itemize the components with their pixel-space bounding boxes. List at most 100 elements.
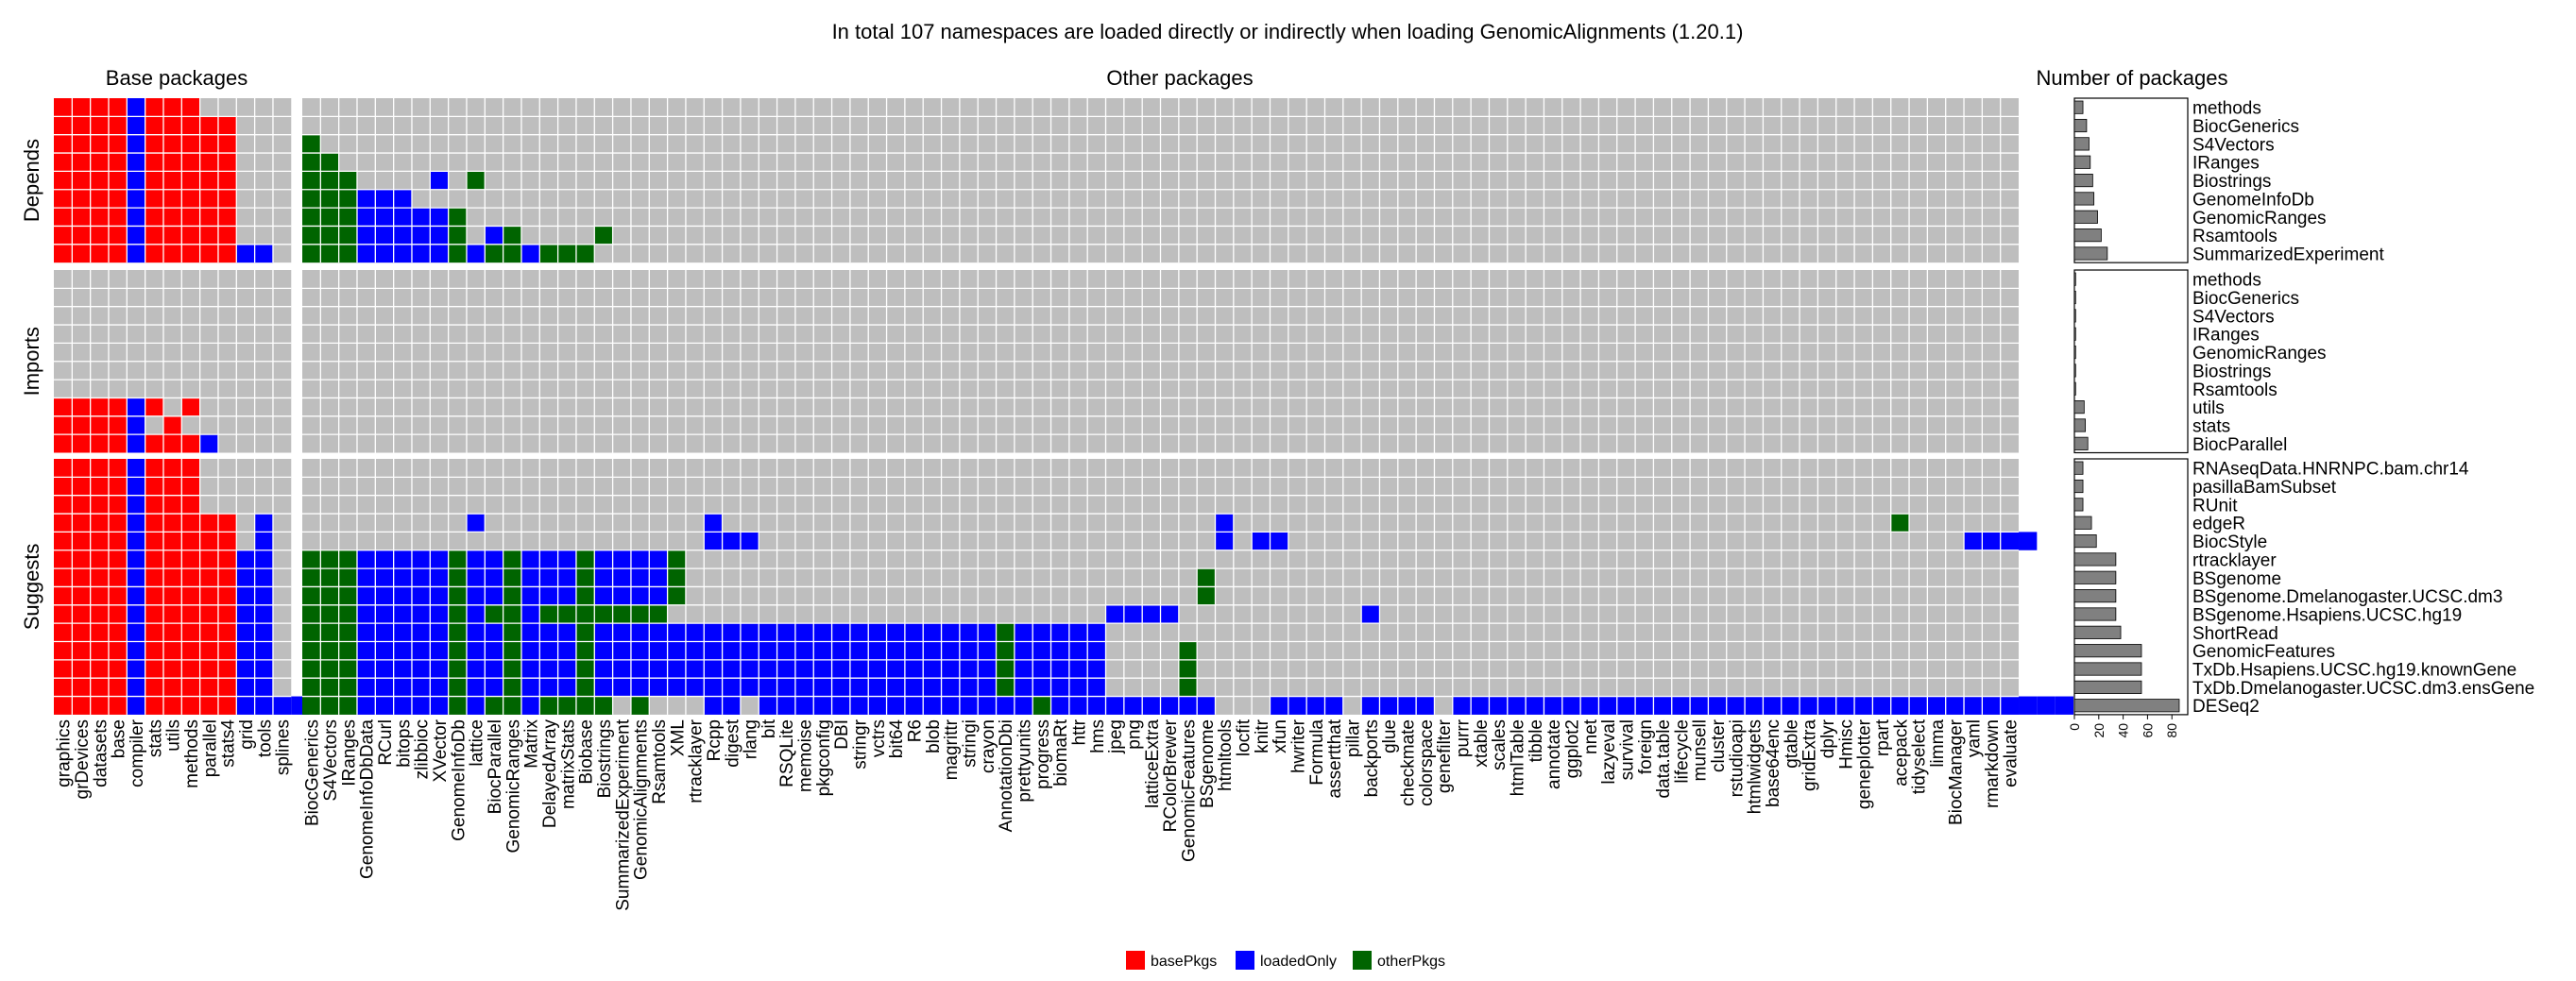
heatmap-cell <box>90 477 109 496</box>
heatmap-cell <box>996 696 1015 715</box>
heatmap-cell <box>978 696 997 715</box>
heatmap-cell <box>145 568 163 587</box>
count-bar <box>2073 100 2084 114</box>
heatmap-cell <box>217 189 237 209</box>
column-label: bitops <box>394 719 414 768</box>
heatmap-cell <box>254 514 273 533</box>
heatmap-cell <box>1361 696 1380 715</box>
heatmap-cell <box>54 397 73 416</box>
heatmap-cell <box>162 244 182 263</box>
heatmap-cell <box>181 171 200 190</box>
heatmap-cell <box>594 550 613 569</box>
heatmap-cell <box>1763 696 1782 715</box>
column-label: R6 <box>906 719 926 742</box>
heatmap-cell <box>254 659 273 679</box>
heatmap-cell <box>594 623 613 642</box>
column-label: stats <box>145 719 165 757</box>
column-label: blob <box>924 719 944 753</box>
heatmap-cell <box>127 208 145 227</box>
heatmap-cell <box>667 623 686 642</box>
legend-label: otherPkgs <box>1377 954 1445 970</box>
heatmap-cell <box>145 514 163 533</box>
heatmap-cell <box>430 623 449 642</box>
column-label: xfun <box>1271 719 1290 753</box>
heatmap-cell <box>667 568 686 587</box>
heatmap-cell <box>90 459 109 478</box>
heatmap-cell <box>181 153 200 172</box>
heatmap-cell <box>503 678 521 697</box>
heatmap-cell <box>923 641 942 660</box>
column-label: parallel <box>200 719 220 777</box>
column-label: nnet <box>1581 719 1601 754</box>
heatmap-cell <box>181 98 200 117</box>
heatmap-cell <box>649 659 668 679</box>
heatmap-cell <box>594 678 613 697</box>
heatmap-cell <box>704 696 723 715</box>
heatmap-cell <box>2055 696 2074 715</box>
heatmap-cell <box>108 116 128 135</box>
heatmap-cell <box>466 623 486 642</box>
heatmap-cell <box>217 678 237 697</box>
heatmap-cell <box>217 641 237 660</box>
heatmap-cell <box>575 586 595 605</box>
heatmap-cell <box>199 116 218 135</box>
heatmap-cell <box>236 641 255 660</box>
heatmap-cell <box>181 678 200 697</box>
heatmap-cell <box>108 397 128 416</box>
heatmap-cell <box>503 641 521 660</box>
column-label: pkgconfig <box>814 719 834 796</box>
heatmap-cell <box>849 641 869 660</box>
column-label: rtracklayer <box>687 719 707 803</box>
heatmap-cell <box>162 477 182 496</box>
heatmap-cell <box>794 659 814 679</box>
column-label: vctrs <box>869 719 889 757</box>
heatmap-cell <box>868 641 887 660</box>
heatmap-cell <box>108 696 128 715</box>
heatmap-cell <box>162 550 182 569</box>
heatmap-cell <box>411 604 431 624</box>
heatmap-cell <box>90 116 109 135</box>
heatmap-cell <box>575 659 595 679</box>
heatmap-cell <box>162 586 182 605</box>
heatmap-cell <box>217 244 237 263</box>
heatmap-cell <box>594 659 613 679</box>
count-bar <box>2073 570 2117 584</box>
heatmap-cell <box>72 659 91 679</box>
count-bar <box>2073 534 2097 549</box>
column-label: Biobase <box>577 719 597 785</box>
heatmap-cell <box>72 189 91 209</box>
heatmap-cell <box>181 586 200 605</box>
count-bar <box>2073 461 2084 475</box>
heatmap-cell <box>1270 532 1288 550</box>
heatmap-cell <box>704 678 723 697</box>
heatmap-cell <box>162 226 182 245</box>
count-bar <box>2073 479 2084 494</box>
heatmap-cell <box>1050 623 1069 642</box>
heatmap-cell <box>162 98 182 117</box>
heatmap-cell <box>199 623 218 642</box>
heatmap-cell <box>162 189 182 209</box>
heatmap-cell <box>1708 696 1727 715</box>
column-label: yaml <box>1965 719 1985 757</box>
heatmap-cell <box>503 659 521 679</box>
heatmap-cell <box>557 604 576 624</box>
heatmap-cell <box>302 244 321 263</box>
heatmap-cell <box>466 678 486 697</box>
column-label: BiocManager <box>1946 719 1966 825</box>
column-label: Formula <box>1307 719 1327 786</box>
heatmap-cell <box>217 514 237 533</box>
heatmap-cell <box>612 623 631 642</box>
heatmap-cell <box>466 604 486 624</box>
heatmap-cell <box>393 586 412 605</box>
heatmap-cell <box>904 659 924 679</box>
heatmap-cell <box>181 477 200 496</box>
heatmap-cell <box>54 550 73 569</box>
heatmap-cell <box>831 623 850 642</box>
heatmap-cell <box>1215 532 1234 550</box>
column-label: datasets <box>91 719 111 787</box>
heatmap-cell <box>338 641 357 660</box>
heatmap-cell <box>162 415 182 435</box>
heatmap-cell <box>254 623 273 642</box>
column-label: bit <box>759 719 779 738</box>
heatmap-cell <box>375 208 394 227</box>
